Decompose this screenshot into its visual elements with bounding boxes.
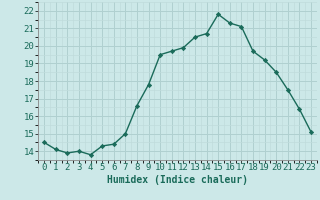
X-axis label: Humidex (Indice chaleur): Humidex (Indice chaleur) <box>107 175 248 185</box>
